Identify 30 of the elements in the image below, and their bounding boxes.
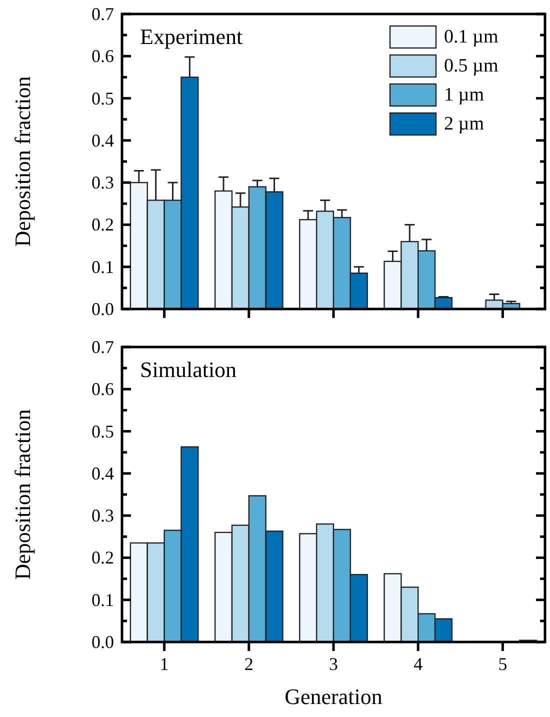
y-tick-label: 0.4	[92, 130, 114, 150]
x-tick-label: 4	[414, 654, 423, 674]
x-tick-label: 5	[498, 654, 508, 674]
y-tick-label: 0.6	[92, 46, 114, 66]
y-tick-label: 0.5	[92, 421, 114, 442]
y-tick-label: 0.5	[92, 88, 114, 108]
legend-label: 0.5 µm	[444, 56, 498, 76]
y-tick-label: 0.7	[92, 337, 114, 357]
y-tick-label: 0.0	[92, 299, 114, 319]
legend-label: 2 µm	[444, 114, 484, 134]
y-tick-label: 0.7	[92, 4, 114, 24]
y-axis-title: Deposition fraction	[10, 76, 35, 247]
x-axis-title: Generation	[284, 684, 382, 709]
y-tick-label: 0.1	[92, 256, 114, 277]
y-tick-label: 0.3	[92, 506, 114, 526]
text: Experiment	[140, 24, 243, 49]
x-tick-label: 1	[160, 654, 169, 674]
legend-label: 1 µm	[444, 84, 484, 106]
x-tick-label: 2	[244, 654, 254, 674]
y-tick-label: 0.4	[92, 463, 114, 484]
x-tick-label: 3	[329, 654, 338, 674]
y-tick-label: 0.6	[92, 379, 114, 400]
y-tick-label: 0.2	[92, 548, 114, 568]
y-axis-title: Deposition fraction	[10, 409, 35, 580]
y-tick-label: 0.3	[92, 172, 114, 193]
legend-label: 0.1 µm	[444, 26, 498, 48]
y-tick-label: 0.0	[92, 632, 114, 652]
y-tick-label: 0.1	[92, 590, 114, 610]
y-tick-label: 0.2	[92, 214, 114, 235]
text: Simulation	[140, 357, 237, 382]
